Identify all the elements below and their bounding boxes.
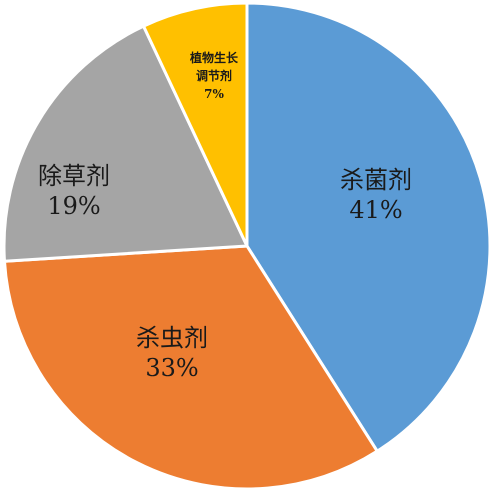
pie-slices bbox=[2, 1, 492, 491]
pie-slice bbox=[2, 244, 380, 491]
slice-name-label: 调节剂 bbox=[196, 68, 232, 83]
slice-name-label: 杀菌剂 bbox=[340, 166, 412, 194]
pie-slice bbox=[2, 24, 250, 263]
slice-value-label: 33% bbox=[145, 354, 198, 382]
slice-value-label: 41% bbox=[349, 196, 402, 224]
slice-value-label: 19% bbox=[47, 192, 100, 220]
slice-name-label: 植物生长 bbox=[189, 50, 239, 65]
slice-value-label: 7% bbox=[204, 87, 224, 101]
pie-slice bbox=[141, 1, 249, 247]
slice-name-label: 杀虫剂 bbox=[136, 324, 208, 352]
slice-name-label: 除草剂 bbox=[38, 162, 110, 190]
